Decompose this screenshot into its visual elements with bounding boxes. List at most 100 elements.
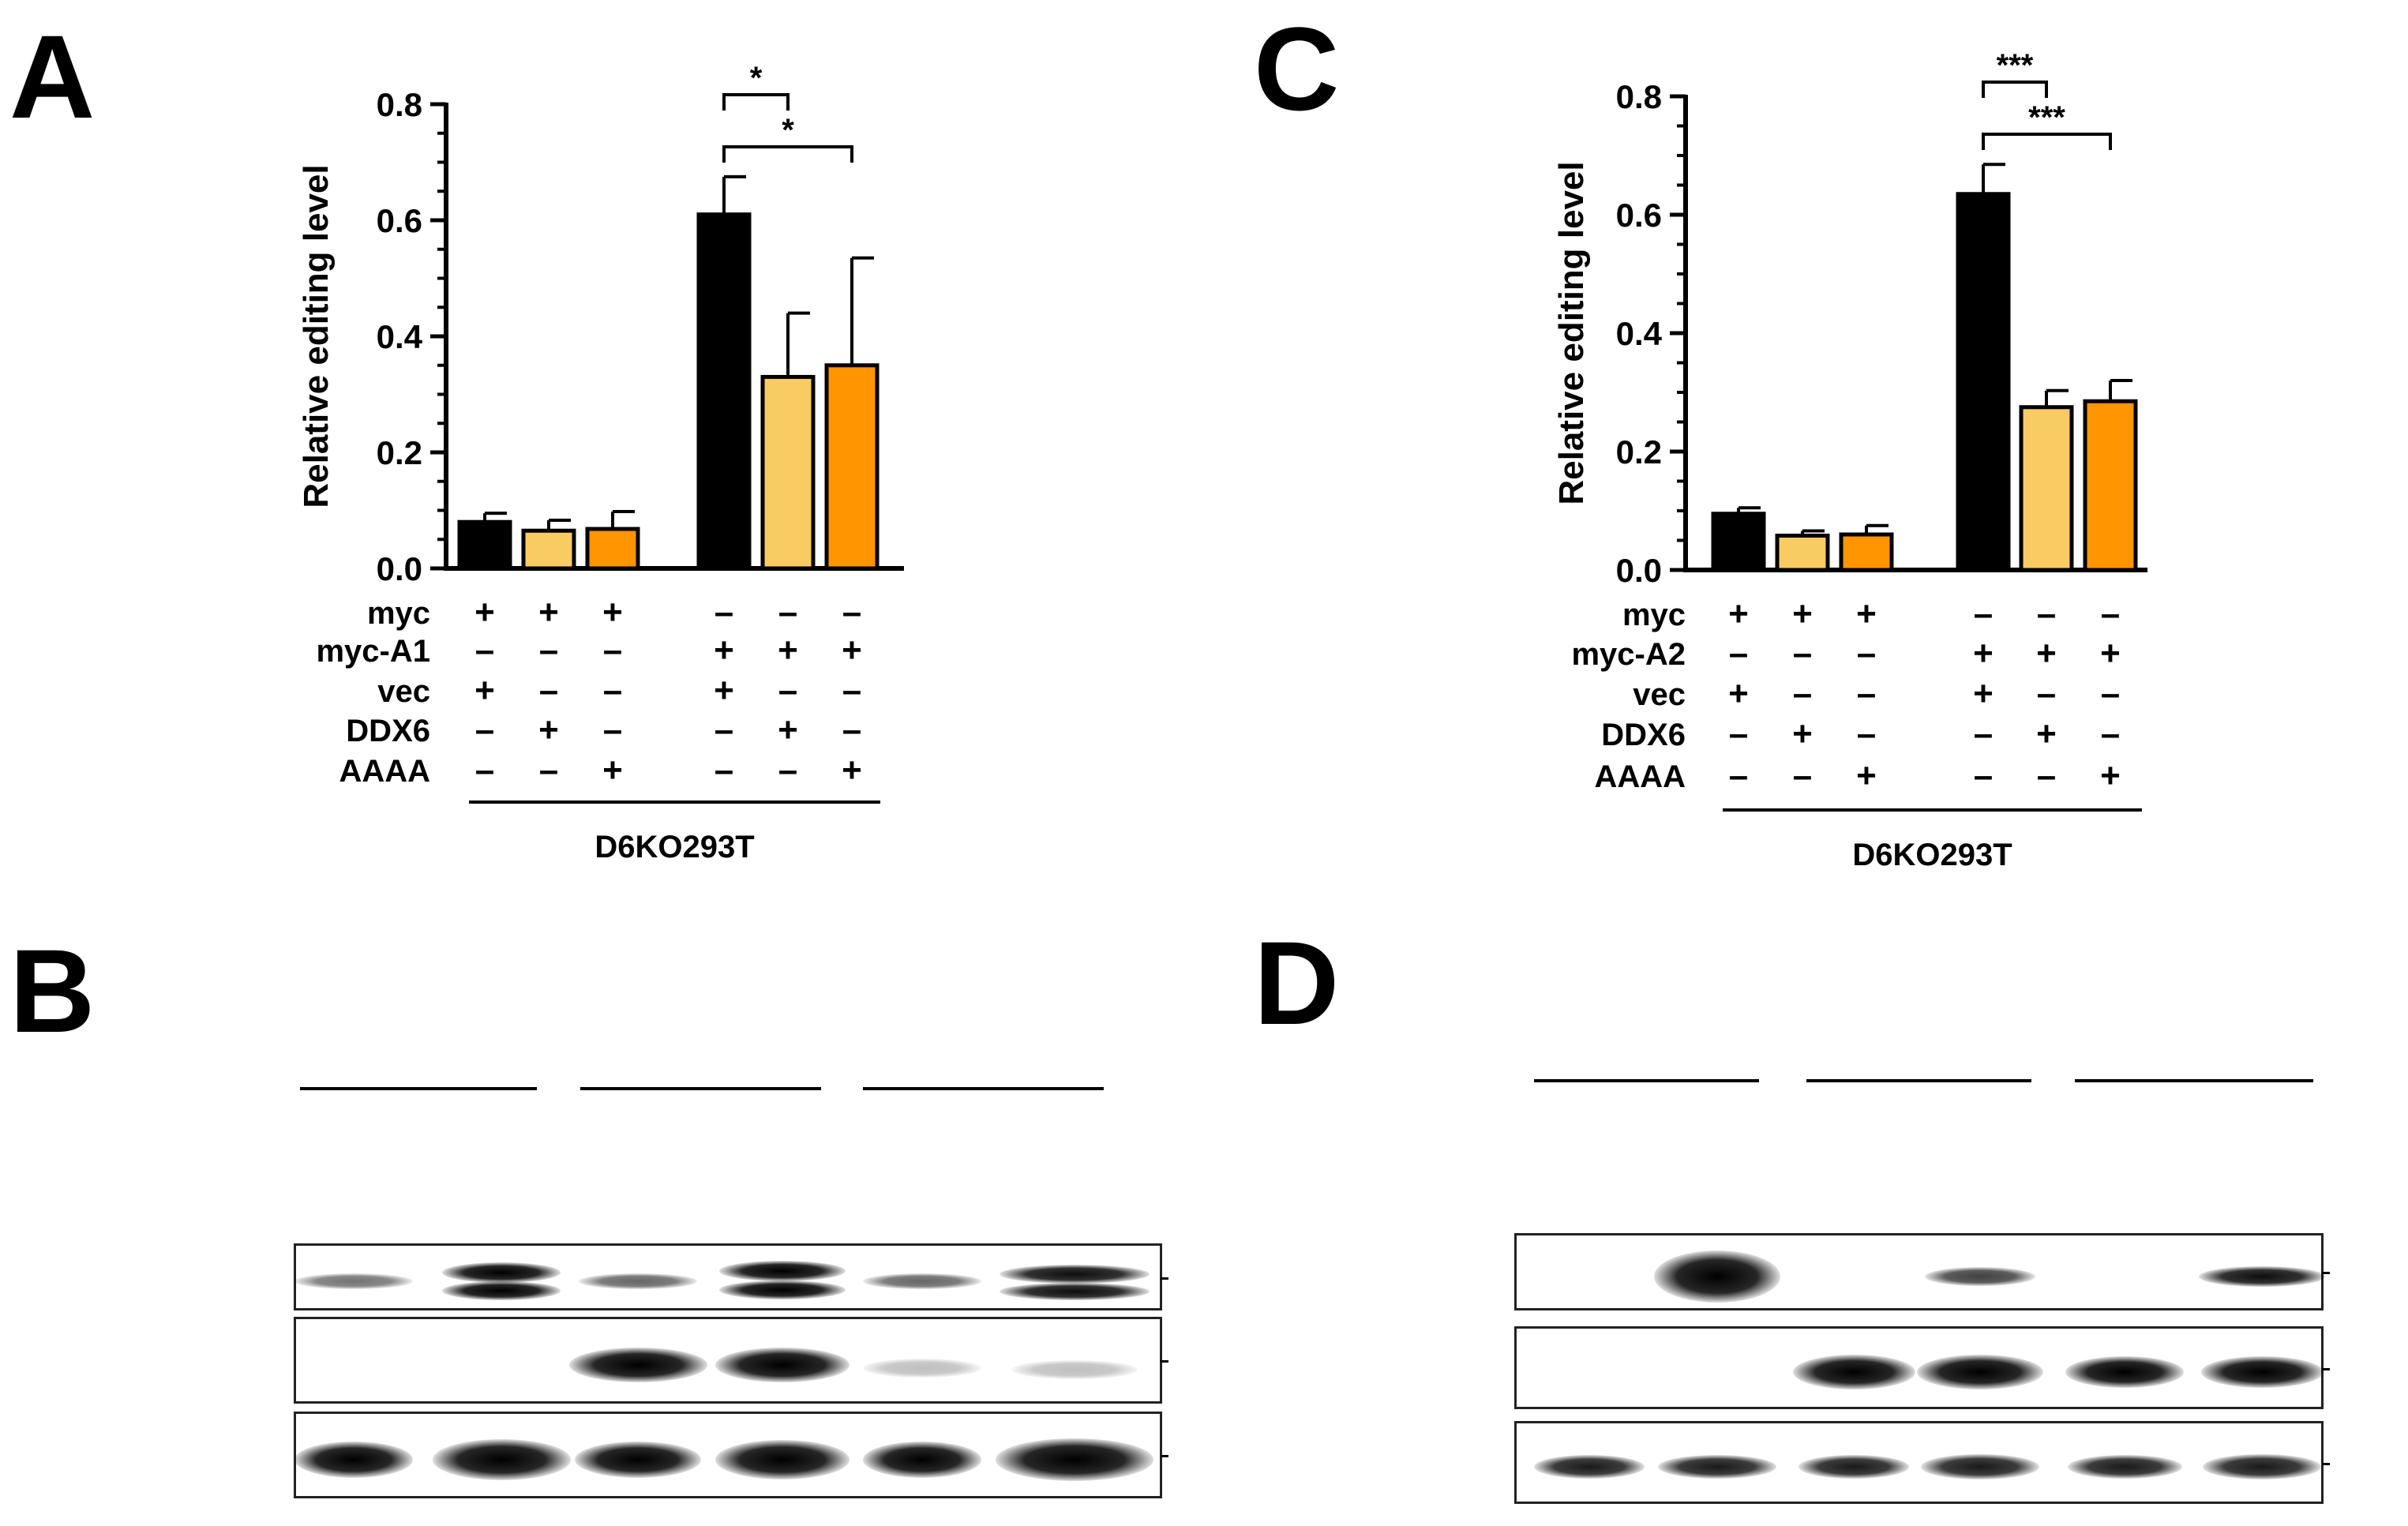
design-sign: + xyxy=(538,593,559,632)
design-sign: – xyxy=(603,671,622,710)
design-sign: – xyxy=(842,671,861,710)
protein-band xyxy=(996,1438,1153,1481)
protein-band xyxy=(432,1439,571,1480)
protein-band xyxy=(719,1280,846,1299)
protein-band xyxy=(1534,1455,1645,1479)
protein-band xyxy=(715,1348,850,1382)
y-tick-label: 0.2 xyxy=(377,434,422,471)
design-sign: – xyxy=(842,711,861,749)
group-underline xyxy=(300,1087,537,1090)
y-tick-label: 0.6 xyxy=(377,202,422,239)
design-sign: + xyxy=(2036,714,2057,753)
design-sign: + xyxy=(2100,756,2121,795)
blot-panel xyxy=(1514,1421,2324,1504)
bar xyxy=(1956,192,2011,572)
design-sign: – xyxy=(1974,594,1993,633)
y-tick-label: 0.2 xyxy=(1616,433,1662,471)
protein-band xyxy=(1798,1455,1909,1479)
design-sign: – xyxy=(1729,756,1748,795)
protein-band xyxy=(294,1442,413,1478)
design-sign: + xyxy=(842,751,862,789)
design-sign: – xyxy=(2101,674,2120,713)
blot-panel xyxy=(1514,1233,2325,1310)
design-sign: + xyxy=(1856,756,1877,795)
protein-band xyxy=(2200,1356,2324,1388)
protein-band xyxy=(2065,1356,2184,1388)
protein-band xyxy=(1917,1355,2043,1389)
panel-label-b: B xyxy=(9,924,96,1057)
design-row-label: DDX6 xyxy=(1601,718,1686,752)
significance-label: * xyxy=(750,61,763,96)
blot-panel xyxy=(294,1412,1162,1498)
blot-panel xyxy=(1514,1326,2324,1409)
bar xyxy=(521,528,576,571)
protein-band xyxy=(1921,1454,2039,1479)
significance-label: *** xyxy=(2028,100,2065,135)
protein-band xyxy=(442,1262,561,1283)
design-row-label: vec xyxy=(377,674,430,709)
design-sign: + xyxy=(1973,634,1994,673)
design-sign: – xyxy=(2101,594,2120,633)
design-sign: – xyxy=(842,593,861,632)
panel-label-c: C xyxy=(1254,2,1340,135)
design-sign: – xyxy=(715,593,733,632)
bar xyxy=(1711,512,1766,572)
panel-label-d: D xyxy=(1254,917,1340,1049)
design-sign: – xyxy=(475,711,494,749)
design-sign: – xyxy=(2037,594,2056,633)
design-sign: + xyxy=(778,711,798,749)
protein-band xyxy=(2067,1455,2182,1479)
group-label: D6KO293T xyxy=(594,830,754,864)
bar xyxy=(1775,534,1830,572)
marker-tick xyxy=(2322,1367,2330,1370)
significance-label: * xyxy=(782,113,794,148)
design-sign: – xyxy=(2037,756,2056,795)
protein-band xyxy=(1925,1267,2035,1286)
group-underline xyxy=(2075,1079,2313,1082)
design-sign: – xyxy=(715,751,733,789)
group-underline xyxy=(1806,1079,2031,1082)
design-row-label: myc-A1 xyxy=(316,634,430,669)
design-sign: – xyxy=(1857,634,1876,673)
protein-band xyxy=(1654,1250,1780,1303)
bar xyxy=(2083,399,2138,572)
significance-label: *** xyxy=(1997,48,2034,83)
design-sign: – xyxy=(778,593,797,632)
protein-band xyxy=(719,1261,846,1281)
group-underline xyxy=(1534,1079,1759,1082)
design-sign: – xyxy=(778,671,797,710)
design-row-label: myc xyxy=(367,596,430,631)
bar xyxy=(696,212,752,571)
protein-band xyxy=(2203,1454,2321,1479)
design-row-label: AAAA xyxy=(1594,759,1686,794)
y-axis-label: Relative editing level xyxy=(297,164,336,508)
design-sign: + xyxy=(538,711,559,749)
protein-band xyxy=(1792,1355,1915,1389)
protein-band xyxy=(1000,1265,1150,1284)
marker-tick xyxy=(2322,1272,2330,1274)
y-axis-label: Relative editing level xyxy=(1552,161,1591,504)
protein-band xyxy=(1658,1455,1776,1479)
design-sign: + xyxy=(2100,634,2121,673)
design-sign: – xyxy=(1857,674,1876,713)
design-sign: – xyxy=(539,671,558,710)
bar xyxy=(760,374,816,571)
design-row-label: DDX6 xyxy=(346,714,430,748)
group-underline xyxy=(580,1087,821,1090)
marker-tick xyxy=(1161,1360,1168,1363)
blot-panel xyxy=(294,1243,1162,1310)
design-sign: – xyxy=(715,711,733,749)
design-sign: + xyxy=(474,671,495,710)
design-row-label: AAAA xyxy=(339,754,430,789)
design-sign: – xyxy=(1729,634,1748,673)
design-sign: – xyxy=(1793,634,1812,673)
protein-band xyxy=(863,1442,981,1478)
design-sign: – xyxy=(2101,714,2120,753)
design-sign: + xyxy=(1856,594,1877,633)
protein-band xyxy=(568,1348,707,1382)
protein-band xyxy=(294,1273,413,1289)
design-sign: + xyxy=(602,751,623,789)
design-sign: + xyxy=(1973,674,1994,713)
marker-tick xyxy=(1161,1277,1168,1280)
significance-bracket xyxy=(1982,81,2048,98)
